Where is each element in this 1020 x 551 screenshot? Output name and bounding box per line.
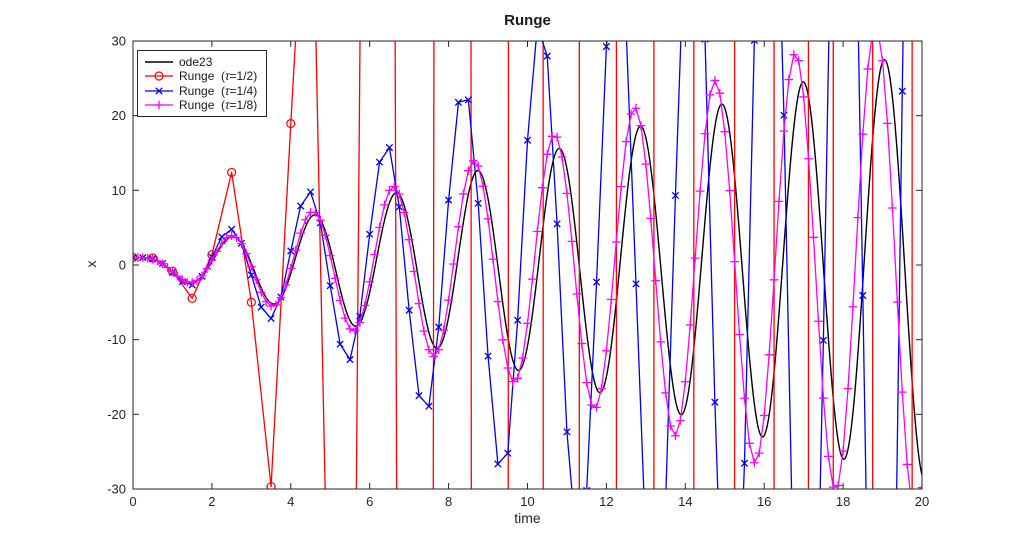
y-tick-label: 0 bbox=[119, 258, 126, 273]
x-tick-label: 12 bbox=[599, 494, 613, 509]
series-line-ode23 bbox=[133, 59, 922, 476]
legend-sample-runge-tau-1-4 bbox=[145, 86, 173, 95]
legend-item-runge-tau-1-2: Runge (τ=1/2) bbox=[144, 69, 257, 83]
legend-label-runge-tau-1-2: Runge (τ=1/2) bbox=[179, 69, 258, 84]
x-tick-label: 10 bbox=[520, 494, 534, 509]
tick-marks bbox=[132, 40, 923, 490]
legend-label-runge-tau-1-4: Runge (τ=1/4) bbox=[179, 83, 258, 98]
legend-sample-runge-tau-1-2 bbox=[145, 71, 173, 81]
y-tick-label: -20 bbox=[107, 407, 126, 422]
series-markers-runge-tau-1-8 bbox=[133, 50, 922, 489]
legend-item-runge-tau-1-8: Runge (τ=1/8) bbox=[144, 98, 257, 112]
series-group bbox=[133, 41, 922, 489]
legend-label-runge-tau-1-8: Runge (τ=1/8) bbox=[179, 97, 258, 112]
y-tick-label: -30 bbox=[107, 482, 126, 497]
x-tick-label: 0 bbox=[129, 494, 136, 509]
x-axis-label: time bbox=[514, 510, 541, 526]
chart-title: Runge bbox=[504, 12, 551, 29]
x-tick-label: 2 bbox=[208, 494, 215, 509]
tick-labels: 0 2 4 6 8 10 12 14 16 18 20 -30 -20 -10 0 10 20 30 bbox=[107, 34, 929, 510]
y-tick-label: 10 bbox=[112, 183, 126, 198]
y-tick-label: -10 bbox=[107, 332, 126, 347]
y-tick-label: 20 bbox=[112, 108, 126, 123]
y-tick-label: 30 bbox=[112, 34, 126, 49]
x-tick-label: 6 bbox=[366, 494, 373, 509]
legend-item-ode23: ode23 bbox=[144, 55, 257, 69]
legend: ode23 Runge (τ=1/2) Runge (τ=1/4) Runge (τ=… bbox=[137, 50, 268, 117]
x-tick-label: 14 bbox=[678, 494, 692, 509]
x-tick-label: 8 bbox=[445, 494, 452, 509]
x-tick-label: 4 bbox=[287, 494, 294, 509]
x-tick-label: 16 bbox=[757, 494, 771, 509]
y-axis-label: x bbox=[83, 260, 99, 268]
x-tick-label: 20 bbox=[915, 494, 929, 509]
legend-item-runge-tau-1-4: Runge (τ=1/4) bbox=[144, 84, 257, 98]
legend-sample-runge-tau-1-8 bbox=[145, 100, 173, 110]
legend-sample-ode23 bbox=[145, 61, 173, 63]
x-tick-label: 18 bbox=[836, 494, 850, 509]
legend-label-ode23: ode23 bbox=[179, 55, 213, 70]
